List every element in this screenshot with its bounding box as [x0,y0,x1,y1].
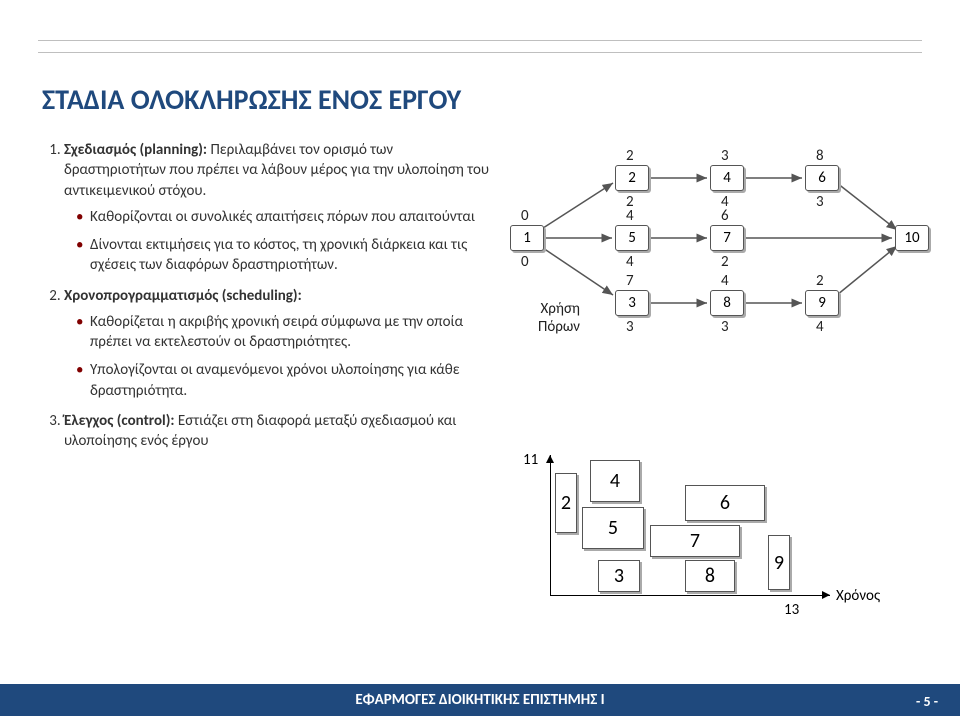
node-2: 2 [615,165,649,191]
gantt-chart: 11 13 Χρόνος 24567389 [540,455,920,635]
gantt-box-5: 5 [582,507,644,549]
num-above-8: 4 [721,272,729,290]
gantt-box-4: 4 [590,460,640,502]
item-2: Χρονοπρογραμματισμός (scheduling): Καθορ… [64,286,492,401]
footer-bar: ΕΦΑΡΜΟΓΕΣ ΔΙΟΙΚΗΤΙΚΗΣ ΕΠΙΣΤΗΜΗΣ Ι - 5 - [0,684,960,716]
item-1-bullet-2: Δίνονται εκτιμήσεις για το κόστος, τη χρ… [76,235,492,276]
num-below-8: 3 [721,318,729,336]
x-tick-13: 13 [784,601,799,619]
network-diagram: 2 4 6 1 5 7 10 3 8 9 2 3 8 2 4 3 0 4 6 0… [485,145,930,465]
item-2-bullet-2: Υπολογίζονται οι αναμενόμενοι χρόνοι υλο… [76,360,492,401]
x-axis-label: Χρόνος [836,587,880,605]
item-2-label: Χρονοπρογραμματισμός (scheduling): [64,287,302,305]
gantt-box-2: 2 [555,473,577,533]
page-title: ΣΤΑΔΙΑ ΟΛΟΚΛΗΡΩΣΗΣ ΕΝΟΣ ΕΡΓΟΥ [42,82,461,117]
num-above-2: 2 [626,147,634,165]
num-above-5: 4 [626,207,634,225]
gantt-box-8: 8 [685,560,735,592]
num-below-6: 3 [816,193,824,211]
content-body: Σχεδιασμός (planning): Περιλαμβάνει τον … [42,140,492,461]
item-1: Σχεδιασμός (planning): Περιλαμβάνει τον … [64,140,492,276]
num-above-6: 8 [816,147,824,165]
gantt-box-7: 7 [650,525,740,557]
num-below-1: 0 [521,253,529,271]
usage-label-2: Πόρων [520,318,580,336]
item-2-bullet-1: Καθορίζεται η ακριβής χρονική σειρά σύμφ… [76,312,492,353]
num-below-7: 2 [721,253,729,271]
num-above-9: 2 [816,272,824,290]
gantt-box-6: 6 [685,485,765,521]
node-3: 3 [615,290,649,316]
y-label-11: 11 [523,451,538,469]
num-above-7: 6 [721,207,729,225]
num-below-9: 4 [816,318,824,336]
item-1-bullet-1: Καθορίζονται οι συνολικές απαιτήσεις πόρ… [76,207,492,227]
node-10: 10 [895,225,929,251]
page-number: - 5 - [916,693,938,710]
header-rule-2 [38,52,922,53]
gantt-box-9: 9 [768,535,790,590]
header-rule-1 [38,40,922,41]
node-9: 9 [805,290,839,316]
node-1: 1 [510,225,544,251]
item-3: Έλεγχος (control): Εστιάζει στη διαφορά … [64,411,492,452]
node-5: 5 [615,225,649,251]
item-3-label: Έλεγχος (control): [64,412,175,430]
num-above-1: 0 [521,207,529,225]
num-above-4: 3 [721,147,729,165]
gantt-box-3: 3 [598,560,640,592]
num-above-3: 7 [626,272,634,290]
item-1-label: Σχεδιασμός (planning): [64,141,207,159]
footer-text: ΕΦΑΡΜΟΓΕΣ ΔΙΟΙΚΗΤΙΚΗΣ ΕΠΙΣΤΗΜΗΣ Ι [355,691,604,709]
node-4: 4 [710,165,744,191]
node-7: 7 [710,225,744,251]
num-below-3: 3 [626,318,634,336]
node-6: 6 [805,165,839,191]
node-8: 8 [710,290,744,316]
num-below-5: 4 [626,253,634,271]
usage-label-1: Χρήση [520,300,580,318]
